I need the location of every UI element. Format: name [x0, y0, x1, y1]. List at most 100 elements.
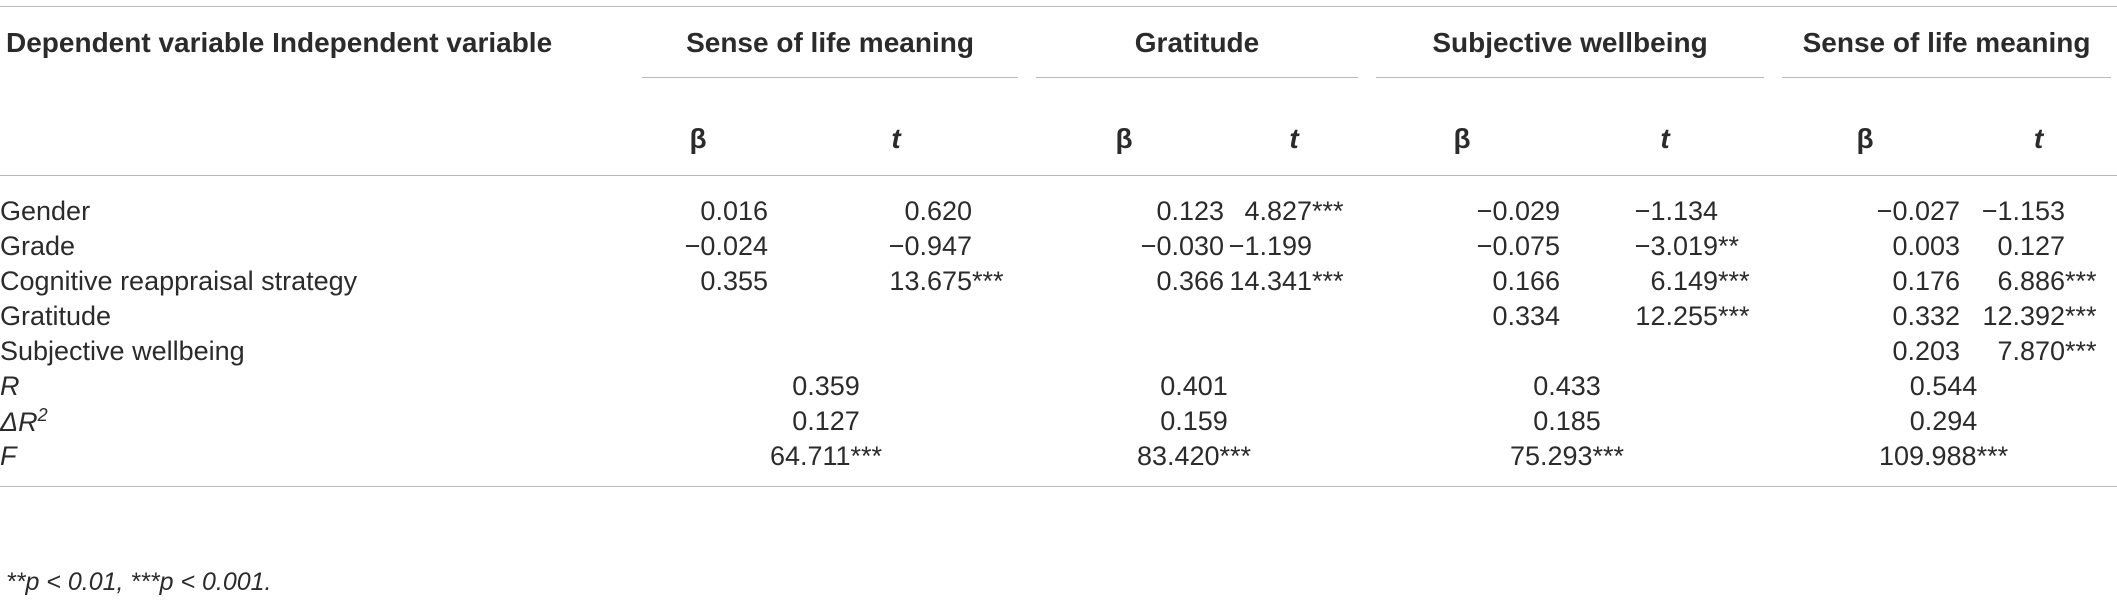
header-group-1: Sense of life meaning: [628, 7, 1024, 104]
cell-value: −0.029: [1476, 196, 1561, 226]
header-t-3: t: [1660, 123, 1670, 154]
beta-cell: 0.355: [628, 264, 768, 299]
stat-row: ΔR2 0.127 0.159 0.185 0.294: [0, 404, 2117, 439]
row-label: Grade: [0, 231, 76, 261]
header-first-col: Dependent variable Independent variable: [6, 27, 553, 58]
header-t-1: t: [891, 123, 901, 154]
significance-stars: ***: [2065, 336, 2097, 366]
significance-stars: ***: [1312, 266, 1344, 296]
cell-value: −1.153: [1981, 196, 2066, 226]
significance-stars: ***: [972, 266, 1004, 296]
cell-value: 13.675: [889, 266, 973, 296]
stat-label: R: [0, 369, 628, 404]
t-cell: −1.199: [1224, 229, 1364, 264]
header-group-2: Gratitude: [1024, 7, 1364, 104]
beta-cell: −0.030: [1024, 229, 1224, 264]
cell-value: −1.199: [1228, 231, 1313, 261]
beta-cell: −0.029: [1364, 176, 1560, 230]
beta-cell: 0.166: [1364, 264, 1560, 299]
stat-label-sup: 2: [37, 405, 48, 425]
beta-cell: 0.366: [1024, 264, 1224, 299]
stat-value: 0.433: [1533, 371, 1601, 401]
header-empty: [0, 103, 628, 176]
beta-cell: 0.203: [1770, 334, 1960, 369]
stat-row: R 0.359 0.401 0.433 0.544: [0, 369, 2117, 404]
t-cell: −1.153: [1960, 176, 2117, 230]
stat-cell: 0.294: [1770, 404, 2117, 439]
stat-cell: 109.988***: [1770, 439, 2117, 487]
t-cell: [768, 299, 1024, 334]
cell-value: 0.203: [1892, 336, 1961, 366]
stat-value: 0.544: [1909, 371, 1978, 401]
beta-cell: 0.003: [1770, 229, 1960, 264]
stat-label: F: [0, 439, 628, 487]
stat-value: 0.127: [792, 406, 860, 436]
significance-stars: ***: [1219, 441, 1252, 471]
cell-value: 12.392: [1982, 301, 2066, 331]
table-row: Gratitude 0.334 12.255*** 0.332 12.392***: [0, 299, 2117, 334]
cell-value: 12.255: [1635, 301, 1719, 331]
table-footnote: **p < 0.01, ***p < 0.001.: [6, 568, 272, 596]
significance-stars: **: [1718, 231, 1740, 261]
stat-value: 64.711: [769, 441, 851, 471]
stat-value: 0.159: [1160, 406, 1228, 436]
cell-value: 0.332: [1892, 301, 1961, 331]
beta-cell: −0.024: [628, 229, 768, 264]
stat-cell: 0.185: [1364, 404, 1770, 439]
beta-cell: [1024, 299, 1224, 334]
stat-row: F 64.711*** 83.420*** 75.293*** 109.988***: [0, 439, 2117, 487]
t-cell: 6.149***: [1560, 264, 1770, 299]
stat-label-text: R: [0, 371, 20, 401]
row-label: Gratitude: [0, 301, 112, 331]
beta-cell: −0.027: [1770, 176, 1960, 230]
significance-stars: ***: [1718, 266, 1750, 296]
significance-stars: ***: [2065, 266, 2097, 296]
cell-value: −1.134: [1634, 196, 1719, 226]
significance-stars: ***: [1976, 441, 2009, 471]
header-beta-3: β: [1453, 123, 1471, 154]
t-cell: 6.886***: [1960, 264, 2117, 299]
stat-value: 0.185: [1533, 406, 1601, 436]
cell-value: 0.620: [904, 196, 973, 226]
t-cell: −1.134: [1560, 176, 1770, 230]
cell-value: 0.166: [1492, 266, 1561, 296]
cell-value: −0.030: [1140, 231, 1225, 261]
cell-value: 7.870: [1997, 336, 2066, 366]
header-t-4: t: [2033, 123, 2044, 154]
cell-value: 6.886: [1997, 266, 2066, 296]
beta-cell: [628, 299, 768, 334]
significance-stars: ***: [1312, 196, 1344, 226]
table-body: Gender 0.016 0.620 0.123 4.827*** −0.029 −1.13…: [0, 176, 2117, 487]
header-group-3: Subjective wellbeing: [1364, 7, 1770, 104]
header-t-2: t: [1289, 123, 1299, 154]
cell-value: 6.149: [1650, 266, 1719, 296]
beta-cell: −0.075: [1364, 229, 1560, 264]
cell-value: 0.003: [1892, 231, 1961, 261]
stat-label-text: ΔR: [0, 407, 38, 437]
table-row: Gender 0.016 0.620 0.123 4.827*** −0.029 −1.13…: [0, 176, 2117, 230]
stat-cell: 0.544: [1770, 369, 2117, 404]
significance-stars: ***: [2065, 301, 2097, 331]
t-cell: [1224, 334, 1364, 369]
beta-cell: 0.334: [1364, 299, 1560, 334]
stat-cell: 64.711***: [628, 439, 1024, 487]
beta-cell: 0.332: [1770, 299, 1960, 334]
t-cell: 0.127: [1960, 229, 2117, 264]
stat-cell: 0.401: [1024, 369, 1364, 404]
cell-value: 14.341: [1229, 266, 1313, 296]
stat-cell: 0.127: [628, 404, 1024, 439]
stat-cell: 83.420***: [1024, 439, 1364, 487]
stat-cell: 0.433: [1364, 369, 1770, 404]
header-row-stats: β t β t β t β t: [0, 103, 2117, 176]
stat-label: ΔR2: [0, 404, 628, 439]
t-cell: 7.870***: [1960, 334, 2117, 369]
stat-value: 0.294: [1909, 406, 1978, 436]
cell-value: 0.366: [1156, 266, 1225, 296]
stat-cell: 0.359: [628, 369, 1024, 404]
beta-cell: [1364, 334, 1560, 369]
stat-value: 0.359: [792, 371, 860, 401]
header-beta-1: β: [689, 123, 707, 154]
table-row: Grade −0.024 −0.947 −0.030 −1.199 −0.075 −3.01…: [0, 229, 2117, 264]
t-cell: −3.019**: [1560, 229, 1770, 264]
